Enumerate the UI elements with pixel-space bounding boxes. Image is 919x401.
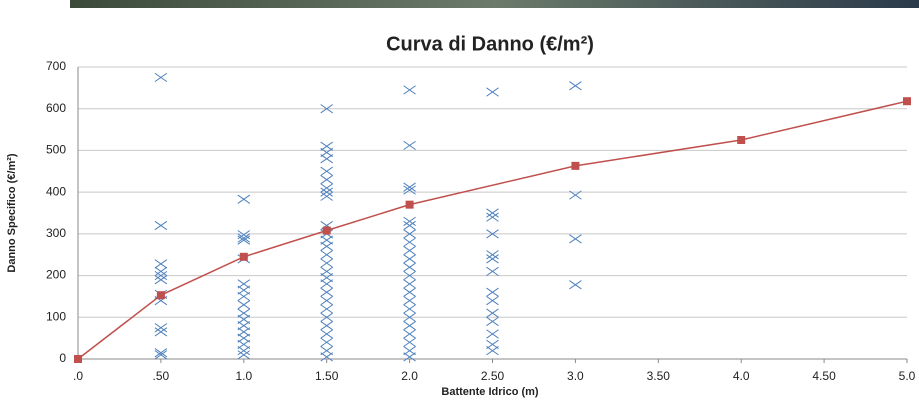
- chart-title: Curva di Danno (€/m²): [386, 33, 594, 55]
- scatter-point: [321, 330, 333, 338]
- scatter-point: [404, 217, 416, 225]
- x-tick-label: 4.50: [812, 369, 836, 383]
- scatter-point: [404, 255, 416, 263]
- y-tick-label: 600: [46, 101, 66, 115]
- scatter-point: [321, 321, 333, 329]
- scatter-point: [569, 281, 581, 289]
- scatter-point: [155, 351, 167, 359]
- scatter-point: [321, 192, 333, 200]
- scatter-point: [487, 251, 499, 259]
- scatter-point: [404, 221, 416, 229]
- line-marker: [74, 355, 82, 363]
- line-marker: [323, 227, 331, 235]
- scatter-point: [238, 195, 250, 203]
- scatter-point: [404, 288, 416, 296]
- scatter-point: [238, 346, 250, 354]
- scatter-point: [321, 175, 333, 183]
- scatter-point: [238, 236, 250, 244]
- y-tick-label: 0: [59, 351, 66, 365]
- scatter-point: [487, 255, 499, 263]
- scatter-point: [487, 209, 499, 217]
- scatter-point: [487, 317, 499, 325]
- scatter-point: [321, 296, 333, 304]
- scatter-point: [404, 141, 416, 149]
- scatter-point: [321, 167, 333, 175]
- scatter-point: [321, 280, 333, 288]
- scatter-point: [321, 305, 333, 313]
- line-marker: [157, 291, 165, 299]
- scatter-point: [487, 296, 499, 304]
- line-marker: [571, 162, 579, 170]
- x-axis-title: Battente Idrico (m): [441, 386, 539, 398]
- x-tick-label: .0: [73, 369, 83, 383]
- scatter-point: [155, 324, 167, 332]
- y-tick-label: 200: [46, 268, 66, 282]
- scatter-point: [321, 288, 333, 296]
- x-tick-label: .50: [153, 369, 170, 383]
- y-tick-label: 400: [46, 184, 66, 198]
- x-tick-label: 5.0: [899, 369, 916, 383]
- scatter-point: [487, 288, 499, 296]
- line-marker: [406, 201, 414, 209]
- scatter-point: [321, 184, 333, 192]
- y-tick-label: 100: [46, 309, 66, 323]
- line-marker: [903, 97, 911, 105]
- scatter-point: [321, 155, 333, 163]
- x-tick-label: 1.0: [235, 369, 252, 383]
- scatter-point: [155, 73, 167, 81]
- scatter-point: [569, 82, 581, 90]
- scatter-point: [155, 260, 167, 268]
- scatter-point: [238, 351, 250, 359]
- scatter-point: [569, 235, 581, 243]
- scatter-point: [155, 276, 167, 284]
- scatter-point: [321, 338, 333, 346]
- scatter-point: [487, 346, 499, 354]
- scatter-point: [487, 88, 499, 96]
- y-tick-label: 300: [46, 226, 66, 240]
- line-marker: [240, 253, 248, 261]
- x-tick-label: 2.0: [401, 369, 418, 383]
- scatter-point: [487, 213, 499, 221]
- page: {"chart_data": {"type": "combo", "title"…: [0, 0, 919, 401]
- scatter-point: [155, 349, 167, 357]
- scatter-point: [321, 251, 333, 259]
- scatter-point: [321, 259, 333, 267]
- scatter-point: [487, 330, 499, 338]
- scatter-point: [321, 242, 333, 250]
- line-series: [78, 101, 907, 359]
- x-tick-label: 1.50: [315, 369, 339, 383]
- y-tick-label: 700: [46, 59, 66, 73]
- scatter-point: [404, 305, 416, 313]
- scatter-point: [404, 321, 416, 329]
- scatter-point: [404, 246, 416, 254]
- x-tick-label: 2.50: [481, 369, 505, 383]
- scatter-point: [404, 296, 416, 304]
- scatter-point: [155, 328, 167, 336]
- scatter-point: [404, 263, 416, 271]
- scatter-point: [404, 330, 416, 338]
- scatter-point: [487, 267, 499, 275]
- scatter-point: [487, 309, 499, 317]
- x-tick-label: 4.0: [733, 369, 750, 383]
- scatter-point: [404, 280, 416, 288]
- scatter-point: [404, 338, 416, 346]
- y-axis-title: Danno Specifico (€/m²): [6, 153, 18, 273]
- scatter-point: [155, 221, 167, 229]
- scatter-point: [155, 267, 167, 275]
- scatter-point: [238, 301, 250, 309]
- header-photo: [70, 0, 919, 8]
- chart: Curva di Danno (€/m²) Battente Idrico (m…: [0, 0, 919, 401]
- line-marker: [737, 136, 745, 144]
- scatter-point: [404, 86, 416, 94]
- x-tick-label: 3.50: [647, 369, 671, 383]
- y-tick-label: 500: [46, 143, 66, 157]
- x-tick-label: 3.0: [567, 369, 584, 383]
- scatter-point: [404, 238, 416, 246]
- scatter-point: [238, 292, 250, 300]
